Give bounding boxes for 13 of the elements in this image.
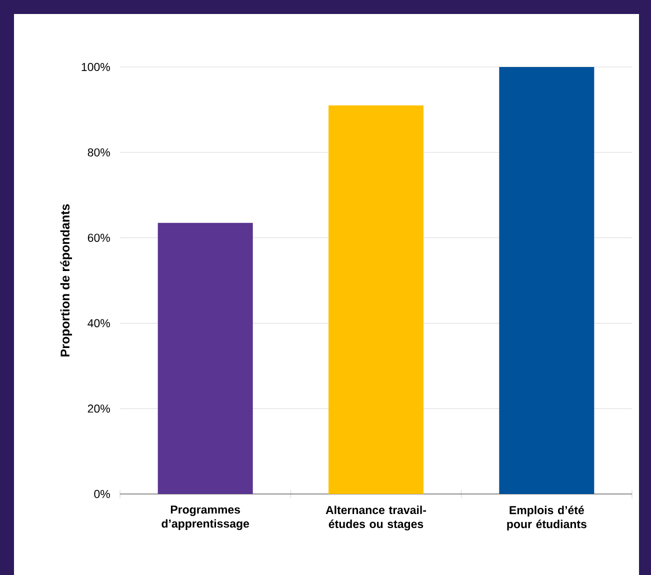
y-axis-title: Proportion de répondants (60, 204, 72, 356)
y-tick-label: 100% (82, 62, 110, 72)
x-tick-label: Emplois d’été pour étudiants (507, 506, 586, 530)
y-tick-label: 20% (88, 404, 110, 413)
y-tick-label: 80% (88, 148, 110, 156)
y-tick-label: 60% (88, 234, 110, 242)
x-tick-label: Programmes d’apprentissage (162, 506, 250, 530)
y-tick-label: 40% (88, 319, 110, 328)
bar (499, 66, 594, 494)
bar (328, 105, 424, 494)
x-tick-label: Alternance travail-études ou stages (326, 506, 426, 530)
bar (158, 222, 253, 494)
y-tick-label: 0% (94, 490, 110, 498)
